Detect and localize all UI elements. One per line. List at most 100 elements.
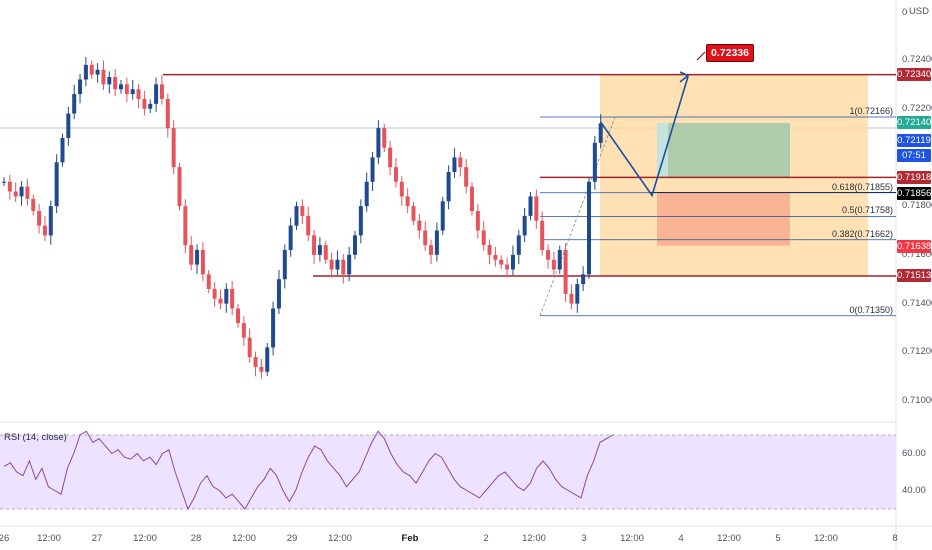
candle bbox=[37, 204, 42, 234]
candle-body bbox=[48, 206, 53, 236]
candle bbox=[499, 255, 504, 269]
candle bbox=[575, 278, 580, 313]
candle bbox=[89, 60, 94, 79]
candle-body bbox=[306, 215, 311, 236]
candle-body bbox=[189, 245, 194, 265]
candle-body bbox=[119, 84, 123, 90]
candle-body bbox=[575, 284, 580, 304]
candle-body bbox=[458, 157, 463, 168]
candle bbox=[130, 79, 135, 100]
candle-body bbox=[493, 254, 498, 260]
candle bbox=[42, 216, 47, 241]
candle bbox=[212, 282, 217, 307]
candle bbox=[429, 239, 434, 265]
candle-body bbox=[399, 181, 404, 197]
candle bbox=[358, 199, 363, 244]
candle-body bbox=[253, 357, 258, 367]
candle bbox=[464, 159, 469, 194]
candle bbox=[54, 154, 59, 213]
candle bbox=[516, 229, 521, 265]
candle bbox=[423, 221, 428, 251]
candle bbox=[458, 151, 463, 177]
candle-body bbox=[440, 201, 445, 231]
candle bbox=[60, 133, 65, 167]
candle bbox=[557, 245, 562, 274]
candle-body bbox=[218, 298, 223, 304]
candle bbox=[446, 165, 451, 210]
time-tick: 2 bbox=[483, 533, 489, 544]
candle bbox=[218, 289, 223, 310]
candle bbox=[177, 162, 182, 211]
price-tick-partial: 0 bbox=[902, 7, 908, 18]
price-tag: 07:51 bbox=[897, 149, 931, 162]
fib-label: 0.382(0.71662) bbox=[831, 228, 893, 239]
candle-body bbox=[382, 128, 387, 148]
candle-body bbox=[353, 235, 357, 255]
candle-body bbox=[113, 77, 118, 90]
candle bbox=[388, 140, 393, 176]
candle bbox=[72, 84, 77, 120]
candle bbox=[581, 266, 586, 291]
candle bbox=[271, 301, 276, 356]
fib-trend-line bbox=[539, 116, 616, 316]
rsi-band bbox=[0, 435, 896, 509]
time-tick: 5 bbox=[775, 533, 781, 544]
candle-body bbox=[516, 235, 521, 255]
candle bbox=[312, 229, 317, 265]
rsi-indicator-title[interactable]: RSI (14, close) bbox=[4, 432, 67, 443]
candle-body bbox=[224, 288, 229, 304]
candle-body bbox=[148, 103, 153, 109]
candle bbox=[434, 222, 439, 262]
candle-body bbox=[177, 167, 182, 207]
price-tag: 0.72119 bbox=[897, 134, 931, 147]
candle-body bbox=[405, 196, 410, 207]
time-tick: 12:00 bbox=[620, 533, 644, 544]
candle bbox=[411, 201, 416, 226]
candle-body bbox=[206, 274, 211, 289]
candle-body bbox=[259, 366, 264, 372]
time-tick: 28 bbox=[190, 533, 202, 544]
candle bbox=[399, 176, 404, 206]
candle bbox=[370, 151, 375, 192]
candle bbox=[241, 316, 246, 346]
candle-body bbox=[598, 123, 603, 143]
candle bbox=[19, 181, 24, 206]
candle bbox=[481, 221, 486, 251]
candle-body bbox=[592, 142, 597, 182]
candle bbox=[25, 178, 30, 206]
time-tick: 12:00 bbox=[133, 533, 157, 544]
candle-body bbox=[475, 211, 480, 231]
candle-body bbox=[95, 69, 100, 75]
candle bbox=[200, 241, 205, 282]
candle-body bbox=[154, 84, 159, 104]
candle bbox=[353, 230, 357, 260]
candle bbox=[288, 217, 293, 257]
candle bbox=[510, 245, 515, 276]
candle-body bbox=[294, 206, 299, 226]
candle bbox=[159, 75, 164, 105]
candle bbox=[376, 120, 381, 165]
candle-body bbox=[323, 245, 328, 260]
candle bbox=[154, 77, 159, 112]
candle-body bbox=[429, 245, 434, 255]
candle-body bbox=[136, 89, 141, 99]
projection-path bbox=[600, 76, 689, 198]
candle bbox=[2, 177, 6, 187]
time-tick: 26 bbox=[0, 533, 10, 544]
profit-zone-green bbox=[668, 123, 790, 178]
candle bbox=[165, 93, 170, 138]
candle bbox=[592, 135, 597, 190]
candle bbox=[107, 71, 112, 94]
projection-arrowhead bbox=[679, 71, 690, 83]
target-callout-pointer bbox=[696, 51, 706, 61]
candle bbox=[493, 246, 498, 267]
currency-label[interactable]: USD bbox=[908, 6, 929, 17]
candle-body bbox=[200, 249, 205, 275]
candle bbox=[405, 188, 410, 213]
candle bbox=[247, 328, 252, 363]
